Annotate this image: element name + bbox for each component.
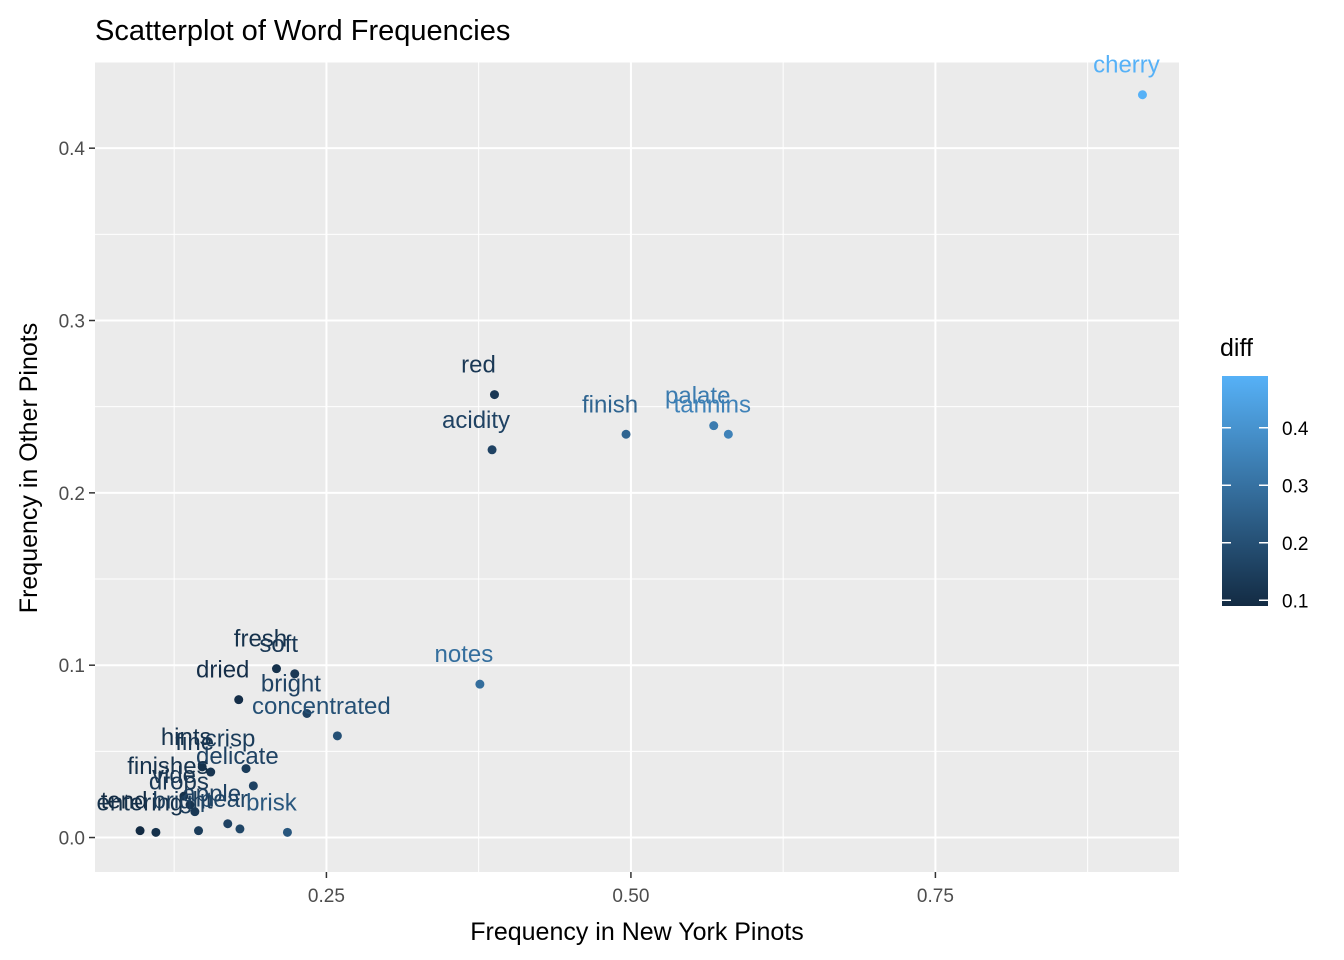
x-axis-ticks: 0.25 0.50 0.75 <box>308 872 954 907</box>
data-point <box>621 429 631 439</box>
point-label: bright <box>153 788 213 815</box>
data-point <box>190 807 200 817</box>
point-label: pear <box>200 786 248 813</box>
data-point <box>151 827 161 837</box>
data-point <box>332 731 342 741</box>
y-tick-label: 0.0 <box>59 829 85 850</box>
data-point <box>475 679 485 689</box>
legend-label: 0.1 <box>1282 591 1308 612</box>
point-label: tannins <box>674 391 751 418</box>
point-label: fine <box>175 729 214 756</box>
point-label: palate <box>665 383 730 410</box>
point-label: brisk <box>246 789 298 816</box>
grid-major <box>95 62 1179 872</box>
point-label: delicate <box>196 743 279 770</box>
point-label: fresh <box>234 626 287 653</box>
chart-title: Scatterplot of Word Frequencies <box>95 15 510 47</box>
data-point <box>271 664 281 674</box>
point-label: vide <box>152 762 196 789</box>
data-point <box>282 827 292 837</box>
y-axis-ticks: 0.0 0.1 0.2 0.3 0.4 <box>59 139 95 850</box>
legend-ticks: 0.1 0.2 0.3 0.4 <box>1222 419 1309 612</box>
plot-panel <box>95 62 1179 872</box>
data-point <box>179 791 189 801</box>
data-point <box>302 708 312 718</box>
y-tick-label: 0.2 <box>59 484 85 505</box>
data-point <box>185 800 195 810</box>
x-axis-title: Frequency in New York Pinots <box>470 918 804 946</box>
data-point <box>135 826 145 836</box>
data-point <box>206 767 216 777</box>
point-label: entering <box>97 789 184 816</box>
point-label: finish <box>582 391 638 418</box>
y-tick-label: 0.1 <box>59 656 85 677</box>
point-label: soft <box>259 631 298 658</box>
data-point <box>235 824 245 834</box>
data-point <box>248 781 258 791</box>
y-axis-title: Frequency in Other Pinots <box>15 323 43 613</box>
legend-label: 0.4 <box>1282 419 1309 440</box>
color-legend: diff 0.1 0.2 0.3 0.4 <box>1220 334 1309 612</box>
data-point <box>197 762 207 772</box>
y-tick-label: 0.4 <box>59 139 86 160</box>
data-point <box>489 390 499 400</box>
legend-title: diff <box>1220 334 1253 362</box>
point-label: apple <box>182 781 241 808</box>
point-label: concentrated <box>252 693 391 720</box>
data-point <box>194 826 204 836</box>
x-tick-label: 0.50 <box>612 886 649 907</box>
y-tick-label: 0.3 <box>59 312 85 333</box>
data-point <box>290 669 300 679</box>
point-label: tend <box>101 788 148 815</box>
point-label: cherry <box>1093 52 1160 79</box>
point-label: finishes <box>127 753 208 780</box>
x-tick-label: 0.25 <box>308 886 345 907</box>
data-point <box>234 695 244 705</box>
legend-label: 0.3 <box>1282 476 1308 497</box>
point-label: notes <box>435 641 494 668</box>
data-point <box>723 429 733 439</box>
point-label: hints <box>161 724 212 751</box>
point-label: crisp <box>205 726 256 753</box>
grid-minor <box>95 61 1179 872</box>
point-label: dried <box>196 657 249 684</box>
x-tick-label: 0.75 <box>917 886 954 907</box>
point-label: red <box>461 352 496 379</box>
data-point <box>487 445 497 455</box>
points-layer <box>135 90 1147 837</box>
point-label: bright <box>261 670 321 697</box>
data-point <box>241 764 251 774</box>
data-point <box>223 819 233 829</box>
legend-colorbar <box>1222 376 1268 606</box>
data-point <box>1137 90 1147 100</box>
legend-label: 0.2 <box>1282 534 1308 555</box>
data-point <box>709 421 719 431</box>
point-label: drops <box>149 769 209 796</box>
point-label: acidity <box>442 407 510 434</box>
